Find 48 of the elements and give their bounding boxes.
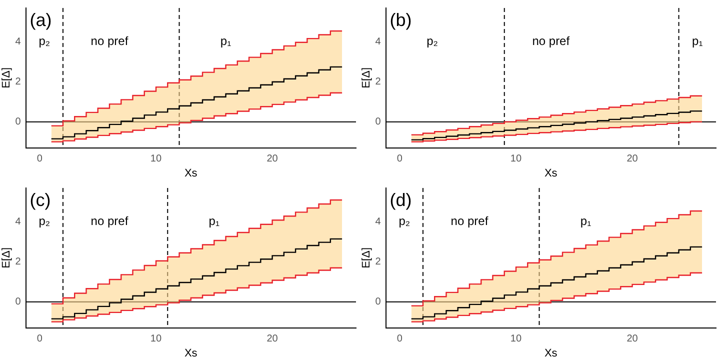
chart-title: (a): [30, 10, 52, 30]
annotation: no pref: [90, 34, 129, 48]
annotation: p₂: [398, 214, 410, 228]
annotation: p₁: [580, 214, 592, 228]
x-tick-label: 0: [396, 154, 403, 165]
x-axis-title: Xs: [184, 167, 198, 180]
y-tick-label: 0: [375, 296, 382, 308]
y-axis-title: E[Δ]: [0, 68, 13, 88]
chart-title: (b): [390, 10, 412, 30]
y-tick-label: 4: [375, 216, 382, 228]
chart-title: (c): [30, 190, 51, 210]
x-tick-label: 20: [626, 154, 638, 165]
annotation: no pref: [532, 34, 570, 48]
y-tick-label: 0: [15, 116, 22, 128]
y-tick-label: 0: [15, 296, 22, 308]
annotation: p₁: [692, 34, 703, 48]
y-tick-label: 4: [375, 36, 382, 48]
x-tick-label: 20: [266, 334, 278, 345]
x-tick-label: 10: [150, 154, 162, 165]
y-tick-label: 4: [15, 36, 22, 48]
y-tick-label: 0: [375, 116, 382, 128]
x-tick-label: 20: [626, 334, 638, 345]
y-tick-label: 2: [375, 256, 382, 268]
x-tick-label: 10: [510, 334, 522, 345]
x-tick-label: 0: [396, 334, 403, 345]
annotation: p₂: [38, 34, 50, 48]
y-axis-title: E[Δ]: [0, 248, 13, 268]
y-axis-title: E[Δ]: [360, 68, 373, 88]
y-tick-label: 2: [15, 256, 22, 268]
x-tick-label: 20: [266, 154, 278, 165]
annotation: p₁: [208, 214, 220, 228]
annotation: p₂: [426, 34, 438, 48]
x-tick-label: 10: [510, 154, 522, 165]
x-tick-label: 10: [150, 334, 162, 345]
y-tick-label: 2: [375, 76, 382, 88]
y-tick-label: 4: [15, 216, 22, 228]
y-tick-label: 2: [15, 76, 22, 88]
annotation: no pref: [450, 214, 489, 228]
x-tick-label: 0: [36, 154, 43, 165]
y-axis-title: E[Δ]: [360, 248, 373, 268]
annotation: p₁: [220, 34, 232, 48]
x-axis-title: Xs: [544, 167, 558, 180]
chart-title: (d): [390, 190, 412, 210]
annotation: no pref: [90, 214, 129, 228]
x-axis-title: Xs: [184, 347, 198, 360]
x-axis-title: Xs: [544, 347, 558, 360]
x-tick-label: 0: [36, 334, 43, 345]
annotation: p₂: [38, 214, 50, 228]
